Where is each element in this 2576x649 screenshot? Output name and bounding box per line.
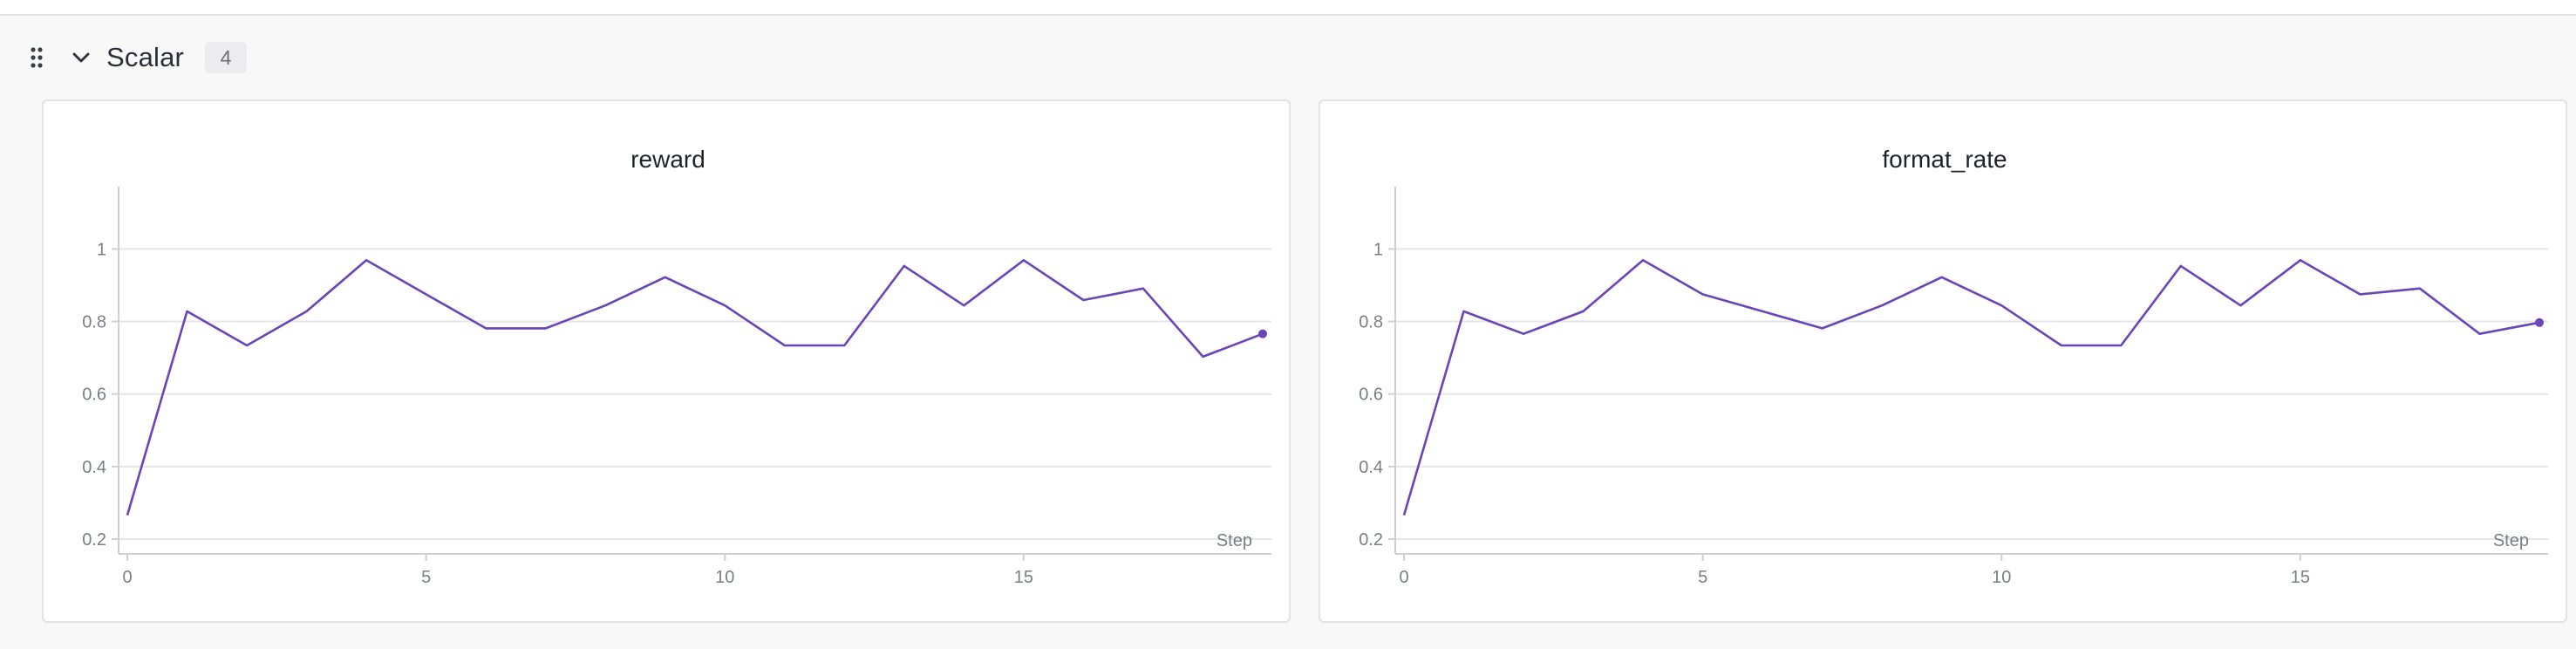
series-line: [126, 259, 1264, 516]
y-tick-label: 0.4: [82, 458, 106, 477]
x-tick-label: 10: [715, 568, 734, 587]
top-strip: [0, 0, 2576, 16]
x-tick-label: 5: [421, 568, 431, 587]
chart-title: reward: [630, 146, 705, 173]
y-tick-label: 0.6: [1359, 386, 1383, 405]
chart-panel-format-rate[interactable]: format_rate 0.2 0.4 0.6 0.8 1 0 5 10 15 Step: [1319, 99, 2567, 623]
drag-handle-icon[interactable]: [26, 40, 47, 75]
x-tick-label: 10: [1992, 568, 2011, 587]
y-tick-label: 0.8: [1359, 313, 1383, 332]
chart-panel-reward[interactable]: reward 0.2 0.4 0.6 0.8 1 0 5 10 15 Step: [42, 99, 1291, 623]
y-tick-label: 0.2: [82, 530, 106, 550]
y-tick-label: 0.8: [82, 313, 106, 332]
series-line: [1402, 259, 2540, 516]
section-header: Scalar 4: [26, 40, 248, 75]
y-tick-label: 0.2: [1359, 530, 1383, 550]
x-axis-label: Step: [1216, 531, 1252, 550]
y-tick-label: 0.6: [82, 386, 106, 405]
y-tick-label: 1: [97, 240, 106, 259]
chevron-down-icon[interactable]: [70, 40, 92, 75]
x-tick-label: 0: [1399, 568, 1408, 587]
y-tick-label: 0.4: [1359, 458, 1383, 477]
x-tick-label: 0: [122, 568, 132, 587]
chart-title: format_rate: [1882, 146, 2007, 173]
series-end-point: [1258, 329, 1267, 338]
x-tick-label: 5: [1698, 568, 1707, 587]
y-tick-label: 1: [1373, 240, 1383, 259]
section-title: Scalar: [106, 42, 185, 72]
x-tick-label: 15: [2291, 568, 2310, 587]
x-tick-label: 15: [1014, 568, 1033, 587]
x-axis-label: Step: [2493, 531, 2529, 550]
count-badge: 4: [205, 42, 248, 73]
series-end-point: [2535, 318, 2544, 327]
